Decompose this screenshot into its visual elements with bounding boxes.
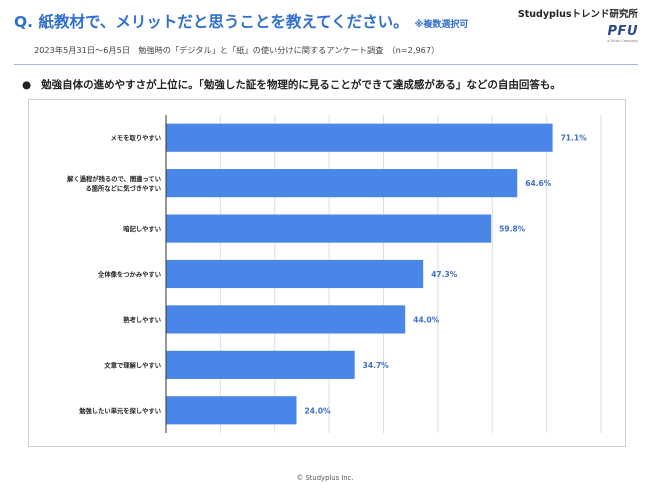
category-label-2: 解く過程が残るので、間違っている箇所などに気づきやすい	[67, 174, 161, 193]
value-label-1: 71.1%	[561, 134, 588, 143]
chart-container: 71.1% メモを取りやすい 64.6% 解く過程が残るので、間違っている箇所などに気…	[28, 99, 626, 447]
bar-6	[166, 350, 355, 379]
pfu-logo-subtitle: a Ricoh Company	[607, 39, 638, 43]
pfu-logo: PFU	[607, 24, 638, 39]
multiple-choice-note: ※複数選択可	[414, 20, 469, 30]
brand-name: Studyplusトレンド研究所	[517, 9, 638, 20]
value-label-5: 44.0%	[413, 315, 440, 324]
value-label-2: 64.6%	[525, 179, 552, 188]
bar-2	[166, 169, 518, 198]
header-divider	[14, 64, 638, 65]
category-label-6: 文章で理解しやすい	[104, 360, 161, 369]
brand-block: Studyplusトレンド研究所 PFU a Ricoh Company	[518, 6, 638, 43]
bar-1	[166, 123, 553, 152]
bar-3	[166, 214, 492, 243]
bar-4	[166, 259, 424, 289]
question-title: Q. 紙教材で、メリットだと思うことを教えてください。 ※複数選択可	[14, 10, 468, 32]
value-label-7: 24.0%	[305, 406, 332, 415]
category-label-7: 勉強したい単元を探しやすい	[78, 406, 161, 415]
footer-copyright: © Studyplus Inc.	[296, 474, 354, 482]
value-label-6: 34.7%	[363, 361, 390, 370]
bar-7	[166, 396, 297, 425]
category-label-4: 全体像をつかみやすい	[97, 270, 161, 279]
summary-text: 勉強自体の進めやすさが上位に。「勉強した証を物理的に見ることができて達成感がある…	[41, 79, 561, 91]
bar-5	[166, 305, 406, 334]
value-label-3: 59.8%	[499, 225, 526, 234]
category-label-5: 熟考しやすい	[123, 315, 161, 324]
category-label-1: メモを取りやすい	[111, 133, 161, 142]
category-label-3: 暗記しやすい	[123, 224, 161, 233]
summary-bullet: ● 勉強自体の進めやすさが上位に。「勉強した証を物理的に見ることができて達成感があ…	[22, 77, 561, 92]
bullet-icon: ●	[22, 79, 32, 91]
value-label-4: 47.3%	[431, 270, 458, 279]
question-text: Q. 紙教材で、メリットだと思うことを教えてください。	[14, 13, 409, 31]
survey-subtitle: 2023年5月31日〜6月5日 勉強時の「デジタル」と「紙」の使い分けに関するア…	[34, 45, 440, 55]
bar-chart: 71.1% メモを取りやすい 64.6% 解く過程が残るので、間違っている箇所などに気…	[67, 115, 602, 433]
header: Q. 紙教材で、メリットだと思うことを教えてください。 ※複数選択可 2023年5…	[0, 0, 650, 72]
